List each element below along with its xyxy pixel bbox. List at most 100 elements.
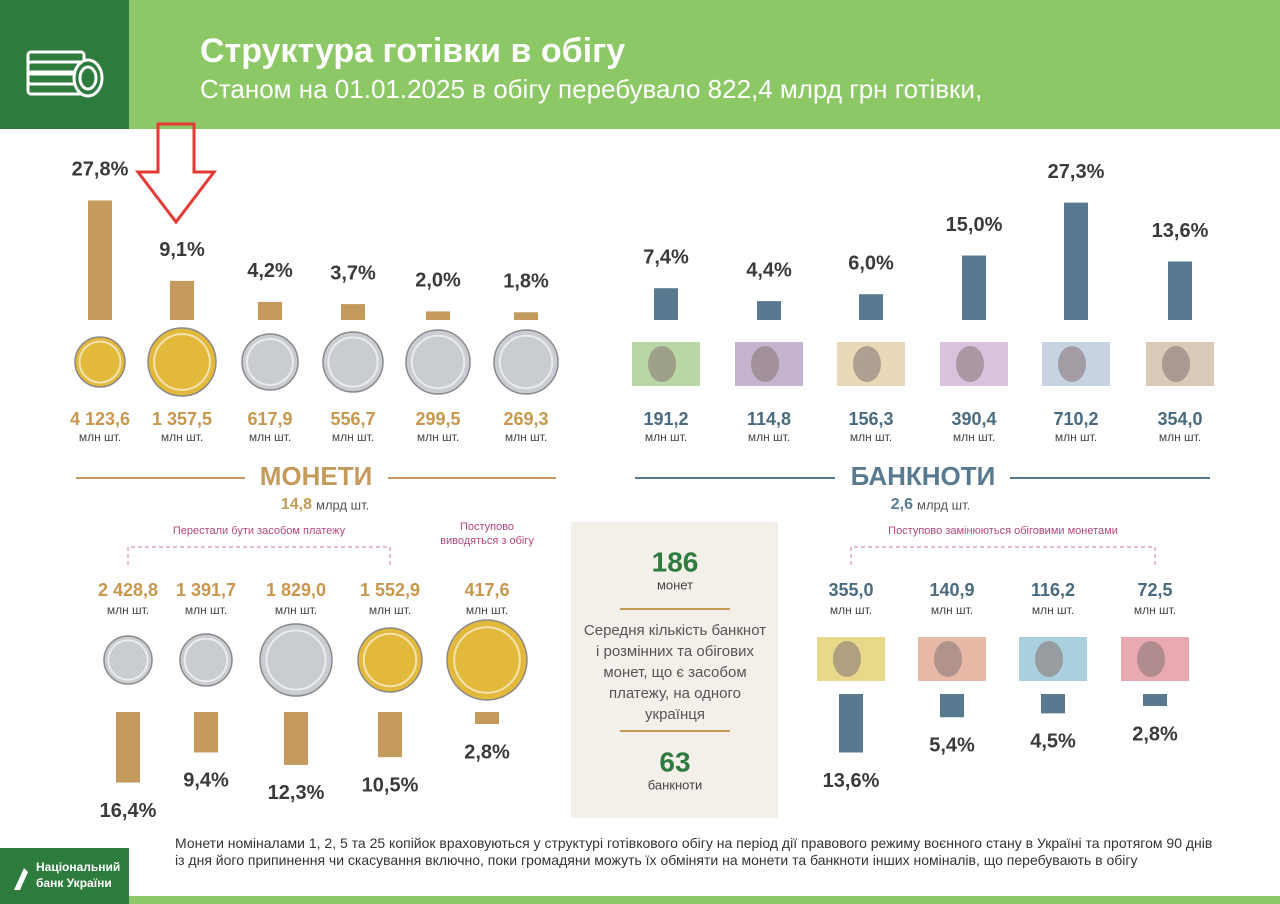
value-label: 2,0%: [415, 270, 461, 292]
note: Поступово: [460, 521, 514, 533]
bar: [378, 712, 402, 758]
footer-band: [129, 896, 1280, 904]
value-label: 7,4%: [643, 246, 689, 268]
coin: [259, 623, 333, 697]
section-total: 2,6: [891, 496, 913, 513]
average-notes-label: банкноти: [648, 777, 703, 792]
coin-rim: [265, 629, 327, 691]
quantity: 1 357,5: [152, 409, 212, 429]
value-label: 4,2%: [247, 260, 293, 282]
quantity: 72,5: [1137, 580, 1172, 600]
title: Структура готівки в обігу: [200, 32, 625, 70]
note: Перестали бути засобом платежу: [173, 525, 346, 537]
unit: млн шт.: [645, 430, 687, 444]
banknote-portrait: [1137, 641, 1165, 677]
unit: млн шт.: [249, 430, 291, 444]
unit: млн шт.: [1134, 603, 1176, 617]
coin: [241, 333, 299, 391]
unit: млн шт.: [332, 430, 374, 444]
bar: [1041, 694, 1065, 714]
coin-rim: [246, 338, 294, 386]
bar: [258, 301, 282, 320]
section-total: 14,8: [281, 496, 312, 513]
value-label: 9,4%: [183, 770, 229, 792]
section-unit: млрд шт.: [316, 497, 369, 512]
quantity: 114,8: [747, 409, 791, 429]
bar: [284, 712, 308, 765]
coin: [357, 627, 423, 693]
note: виводяться з обігу: [440, 535, 534, 547]
banknote-portrait: [648, 346, 676, 382]
logo-text: банк України: [36, 876, 112, 890]
average-text: Середня кількість банкнот і розмінних та…: [583, 622, 767, 723]
quantity: 116,2: [1031, 580, 1075, 600]
unit: млн шт.: [830, 603, 872, 617]
banknote-portrait: [1162, 346, 1190, 382]
bar: [88, 200, 112, 320]
highlight-arrow: [134, 122, 218, 225]
coin-rim: [453, 626, 521, 694]
bar: [194, 712, 218, 753]
bar: [1143, 694, 1167, 707]
quantity: 556,7: [330, 409, 375, 429]
banknote-portrait: [1035, 641, 1063, 677]
value-label: 1,8%: [503, 271, 549, 293]
bracket: [127, 546, 391, 565]
coin: [147, 327, 217, 397]
section-title: БАНКНОТИ: [851, 461, 996, 491]
section-title: МОНЕТИ: [260, 461, 373, 491]
coin-rim: [327, 336, 379, 388]
bar: [859, 294, 883, 320]
unit: млн шт.: [953, 430, 995, 444]
bar: [341, 304, 365, 320]
bar: [962, 255, 986, 320]
average-box: [571, 522, 778, 818]
value-label: 27,3%: [1048, 161, 1105, 183]
quantity: 140,9: [929, 580, 974, 600]
banknote-portrait: [934, 641, 962, 677]
quantity: 269,3: [503, 409, 548, 429]
header-logo-box: [0, 0, 129, 129]
logo-mark: [14, 858, 28, 890]
quantity: 4 123,6: [70, 409, 130, 429]
value-label: 13,6%: [823, 770, 880, 792]
bar: [116, 712, 140, 783]
value-label: 9,1%: [159, 239, 205, 261]
unit: млн шт.: [850, 430, 892, 444]
footer-note: Монети номіналами 1, 2, 5 та 25 копійок …: [175, 835, 1213, 868]
average-notes: 63: [659, 746, 690, 777]
coin-rim: [410, 334, 466, 390]
value-label: 3,7%: [330, 262, 376, 284]
banknote-portrait: [853, 346, 881, 382]
value-label: 27,8%: [72, 159, 129, 181]
unit: млн шт.: [1032, 603, 1074, 617]
value-label: 10,5%: [362, 774, 419, 796]
value-label: 4,4%: [746, 259, 792, 281]
quantity: 1 391,7: [176, 580, 236, 600]
coin: [446, 619, 528, 701]
logo-text: Національний: [36, 860, 120, 874]
value-label: 2,8%: [1132, 723, 1178, 745]
bar: [426, 311, 450, 320]
coin-rim: [153, 333, 211, 391]
bar: [1064, 202, 1088, 320]
banknote-portrait: [1058, 346, 1086, 382]
unit: млн шт.: [1159, 430, 1201, 444]
quantity: 299,5: [415, 409, 460, 429]
value-label: 13,6%: [1152, 220, 1209, 242]
header-band: [0, 0, 1280, 129]
banknote-portrait: [956, 346, 984, 382]
value-label: 6,0%: [848, 252, 894, 274]
money-icon: [26, 50, 104, 98]
unit: млн шт.: [466, 603, 508, 617]
quantity: 355,0: [828, 580, 873, 600]
bar: [514, 312, 538, 320]
quantity: 1 829,0: [266, 580, 326, 600]
quantity: 390,4: [951, 409, 996, 429]
value-label: 2,8%: [464, 741, 510, 763]
banknote-portrait: [833, 641, 861, 677]
quantity: 191,2: [643, 409, 688, 429]
coin: [493, 329, 559, 395]
